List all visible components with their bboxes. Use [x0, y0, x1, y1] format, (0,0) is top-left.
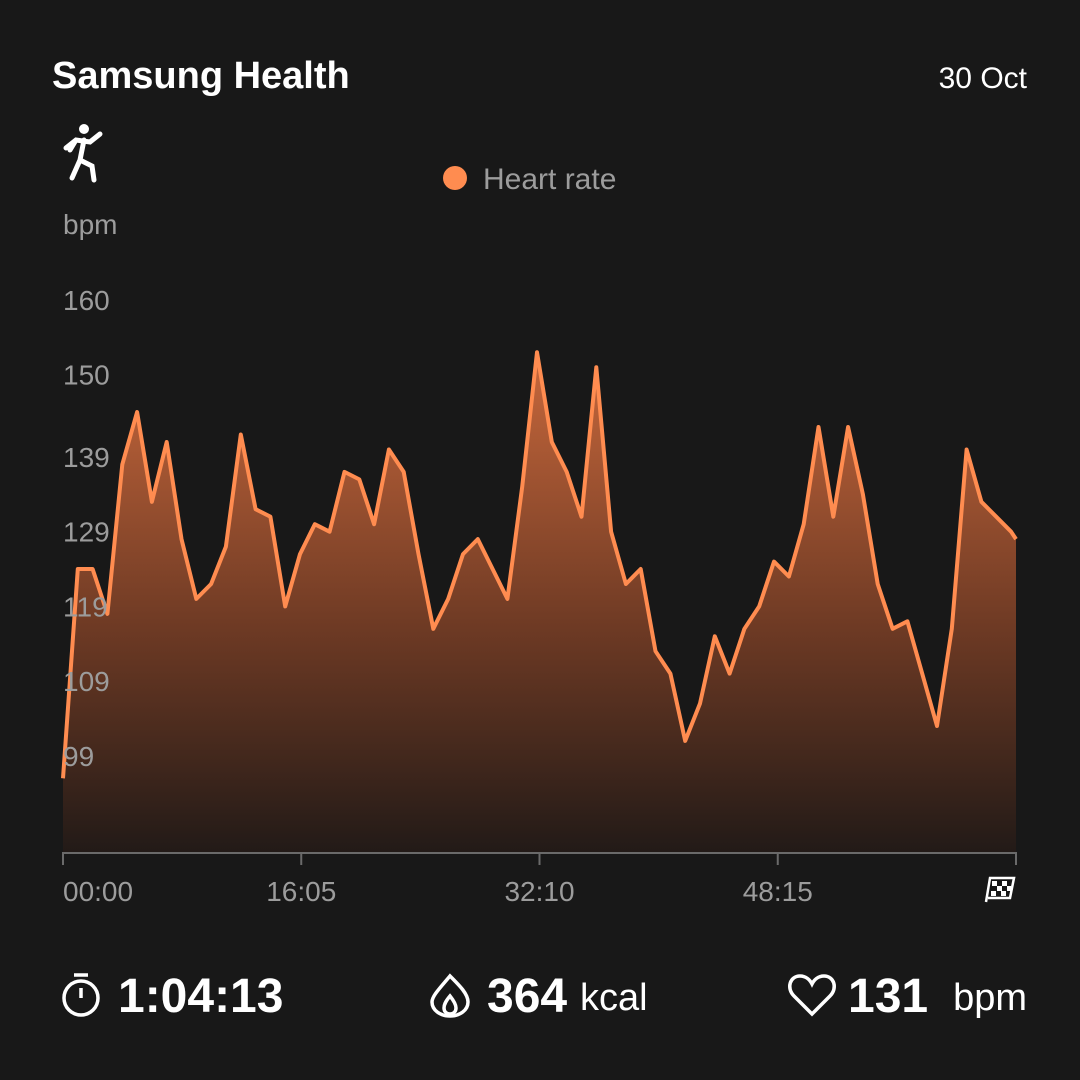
flame-icon — [430, 973, 470, 1018]
y-tick-label: 160 — [63, 285, 110, 316]
y-tick-label: 129 — [63, 517, 110, 548]
y-tick-label: 99 — [63, 741, 94, 772]
duration: 1:04:13 — [118, 970, 283, 1023]
legend-dot — [443, 166, 467, 190]
heart-rate-line — [61, 350, 1018, 779]
stopwatch-icon — [62, 973, 100, 1017]
y-tick-label: 139 — [63, 442, 110, 473]
legend-label: Heart rate — [483, 163, 616, 196]
date: 30 Oct — [939, 62, 1028, 95]
x-tick-label: 00:00 — [63, 876, 133, 907]
finish-flag-icon — [984, 876, 1016, 903]
y-tick-label: 150 — [63, 360, 110, 391]
x-tick-label: 48:15 — [743, 876, 813, 907]
x-tick-label: 16:05 — [266, 876, 336, 907]
heart-rate: 131 — [848, 970, 928, 1023]
y-tick-label: 119 — [63, 591, 108, 622]
calories-unit: kcal — [580, 977, 648, 1019]
heart-icon — [788, 974, 836, 1017]
area-fill — [63, 352, 1016, 853]
plot: 00:00 16:05 32:10 48:15 160 150 139 129 119 109 99 — [61, 285, 1018, 907]
x-tick-label: 32:10 — [504, 876, 574, 907]
heart-rate-unit: bpm — [953, 977, 1027, 1019]
y-tick-label: 109 — [63, 666, 110, 697]
app-title: Samsung Health — [52, 55, 350, 97]
runner-icon — [63, 124, 103, 183]
calories: 364 — [487, 970, 567, 1023]
y-axis-label: bpm — [63, 209, 117, 240]
